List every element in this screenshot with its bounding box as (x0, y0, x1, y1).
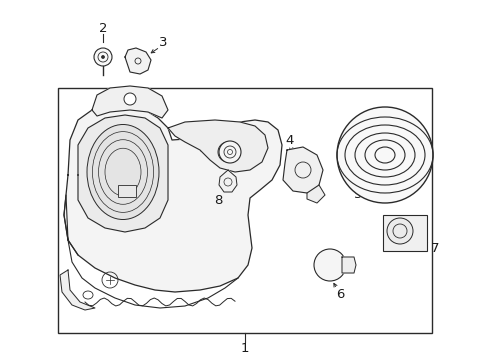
Text: 7: 7 (430, 242, 438, 255)
Circle shape (94, 48, 112, 66)
Text: 9: 9 (198, 141, 206, 154)
Polygon shape (283, 147, 323, 193)
Circle shape (313, 249, 346, 281)
Polygon shape (92, 86, 168, 118)
Polygon shape (306, 185, 325, 203)
Polygon shape (219, 170, 237, 192)
Text: 5: 5 (353, 189, 362, 202)
Circle shape (219, 141, 241, 163)
Polygon shape (60, 270, 95, 310)
Circle shape (102, 55, 104, 58)
Circle shape (386, 218, 412, 244)
Text: 2: 2 (99, 22, 107, 35)
Text: 3: 3 (159, 36, 167, 49)
Circle shape (218, 142, 238, 162)
Polygon shape (64, 104, 282, 292)
Text: 6: 6 (335, 288, 344, 302)
Bar (118, 185, 136, 197)
Text: 8: 8 (213, 194, 222, 207)
Circle shape (336, 107, 432, 203)
Circle shape (124, 93, 136, 105)
Polygon shape (125, 48, 151, 74)
Text: 4: 4 (285, 134, 294, 147)
Text: 1: 1 (240, 342, 249, 355)
Polygon shape (341, 257, 355, 273)
Ellipse shape (87, 125, 159, 220)
Polygon shape (78, 115, 168, 232)
Bar (382, 215, 426, 251)
Polygon shape (168, 120, 267, 172)
Bar (58, 88, 431, 333)
